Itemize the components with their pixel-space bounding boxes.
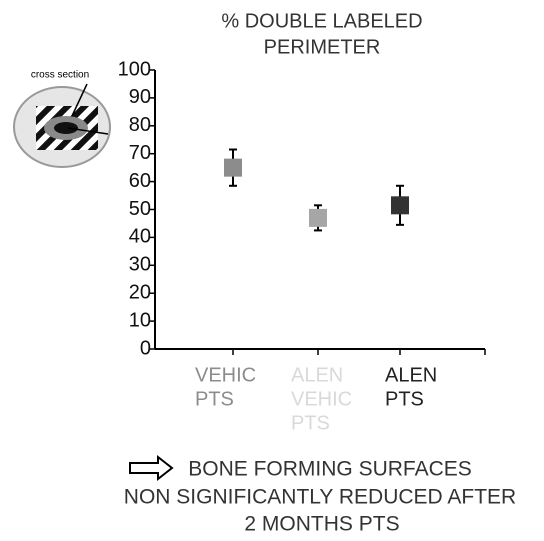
x-tick-label: ALEN [385,364,437,386]
footer: BONE FORMING SURFACES [188,458,472,481]
y-tick-label: 90 [129,86,151,108]
footer: NON SIGNIFICANTLY REDUCED AFTER [124,486,516,509]
y-tick-label: 80 [129,114,151,136]
y-tick-label: 60 [129,170,151,192]
annotation: cross section [31,70,89,81]
x-tick-label: ALEN [291,364,343,386]
footer: 2 MONTHS PTS [244,513,399,536]
x-tick-label: VEHIC [291,388,352,410]
y-tick-label: 100 [118,58,151,80]
y-tick-label: 40 [129,226,151,248]
y-tick-label: 0 [140,337,151,359]
marker [309,208,327,227]
chart-title: PERIMETER [264,36,381,58]
x-tick-label: PTS [291,412,330,434]
y-tick-label: 70 [129,142,151,164]
x-tick-label: PTS [195,388,234,410]
chart-title: % DOUBLE LABELED [221,10,422,32]
cross-section-diagram [13,83,111,168]
y-tick-label: 20 [129,281,151,303]
x-tick-label: PTS [385,388,424,410]
x-tick-label: VEHIC [195,364,256,386]
y-tick-label: 30 [129,254,151,276]
marker [224,158,242,177]
y-tick-label: 50 [129,198,151,220]
y-tick-label: 10 [129,309,151,331]
arrow-icon [129,454,174,482]
marker [391,196,409,215]
